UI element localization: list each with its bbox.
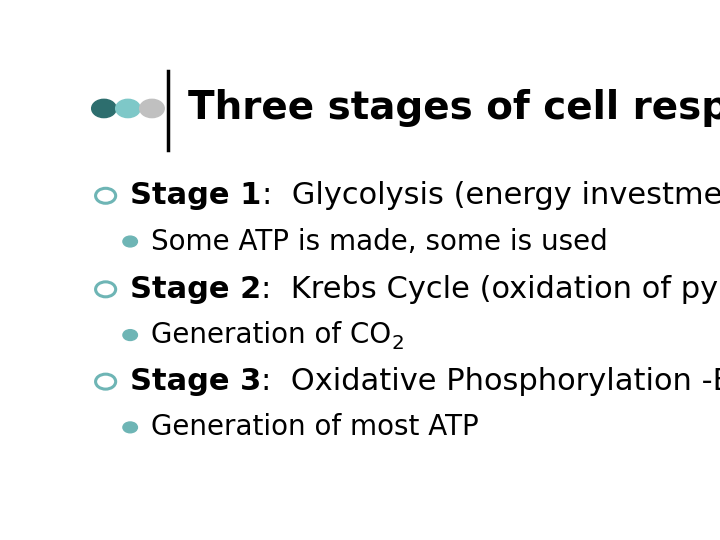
Text: :  Krebs Cycle (oxidation of pyruvate): : Krebs Cycle (oxidation of pyruvate) [261, 275, 720, 304]
Circle shape [140, 99, 164, 118]
Circle shape [123, 329, 138, 341]
Circle shape [123, 236, 138, 247]
Text: Generation of most ATP: Generation of most ATP [151, 414, 479, 441]
Text: 2: 2 [392, 334, 404, 353]
Text: :  Oxidative Phosphorylation -ETC: : Oxidative Phosphorylation -ETC [261, 367, 720, 396]
Text: Generation of CO: Generation of CO [151, 321, 392, 349]
Text: Stage 1: Stage 1 [130, 181, 261, 210]
Text: Stage 2: Stage 2 [130, 275, 261, 304]
Text: Three stages of cell respiration: Three stages of cell respiration [188, 90, 720, 127]
Circle shape [123, 422, 138, 433]
Text: Stage 3: Stage 3 [130, 367, 261, 396]
Text: :  Glycolysis (energy investment): : Glycolysis (energy investment) [261, 181, 720, 210]
Circle shape [116, 99, 140, 118]
Circle shape [91, 99, 116, 118]
Text: Some ATP is made, some is used: Some ATP is made, some is used [151, 227, 608, 255]
